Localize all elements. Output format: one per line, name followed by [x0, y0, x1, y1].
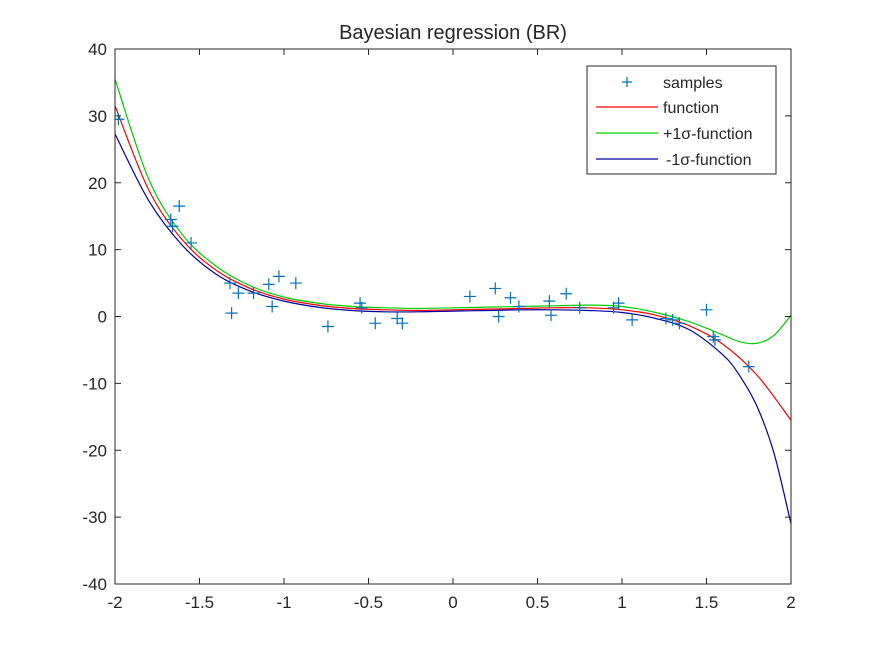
sample-point	[463, 290, 476, 303]
legend-label-minus-sigma: -1σ-function	[666, 152, 751, 169]
x-tick-label: -1	[276, 593, 291, 612]
sample-point	[396, 317, 409, 330]
y-tick-label: 20	[88, 174, 107, 193]
x-tick-label: 2	[786, 593, 795, 612]
sample-point	[166, 220, 179, 233]
sample-point	[489, 282, 502, 295]
sample-point	[573, 301, 586, 314]
sample-point	[321, 320, 334, 333]
sample-point	[115, 113, 125, 126]
sample-point	[164, 213, 177, 226]
y-tick-label: 0	[98, 308, 107, 327]
sample-point	[607, 301, 620, 314]
sample-point	[492, 310, 505, 323]
sample-point	[185, 236, 198, 249]
sample-point	[369, 317, 382, 330]
y-tick-label: -10	[82, 374, 107, 393]
sample-point	[545, 309, 558, 322]
x-axis: -2 -1.5 -1 -0.5 0 0.5 1 1.5 2	[107, 49, 796, 612]
x-tick-label: 1.5	[695, 593, 719, 612]
sample-point	[354, 297, 367, 310]
y-tick-label: 40	[88, 40, 107, 59]
sample-point	[391, 312, 404, 325]
sample-point	[232, 287, 245, 300]
sample-point	[512, 300, 525, 313]
legend-label-samples: samples	[663, 75, 723, 92]
sample-point	[355, 301, 368, 314]
sample-point	[612, 297, 625, 310]
sample-point	[266, 300, 279, 313]
x-tick-label: -0.5	[354, 593, 383, 612]
sample-point	[272, 270, 285, 283]
legend: samples function +1σ-function -1σ-functi…	[586, 65, 777, 175]
y-tick-label: -20	[82, 441, 107, 460]
sample-point	[666, 313, 679, 326]
sample-point	[673, 317, 686, 330]
sample-point	[707, 330, 720, 343]
legend-label-function: function	[663, 100, 719, 117]
x-tick-label: 0	[448, 593, 457, 612]
series-line-function	[115, 105, 791, 421]
y-tick-label: -40	[82, 575, 107, 594]
sample-point	[504, 291, 517, 304]
y-tick-label: 30	[88, 107, 107, 126]
sample-point	[659, 312, 672, 325]
legend-item-samples: samples	[622, 75, 723, 92]
sample-point	[543, 295, 556, 308]
x-tick-label: -1.5	[185, 593, 214, 612]
sample-point	[262, 278, 275, 291]
legend-item-function: function	[596, 100, 719, 117]
series-line-1sigma-function	[115, 133, 791, 524]
y-tick-label: 10	[88, 241, 107, 260]
sample-point	[225, 307, 238, 320]
sample-point	[700, 303, 713, 316]
sample-point	[708, 333, 721, 346]
sample-point	[247, 287, 260, 300]
series-line-plus-1sigma-function	[115, 78, 791, 345]
x-tick-label: 1	[617, 593, 626, 612]
x-tick-label: 0.5	[526, 593, 550, 612]
legend-item-minus-sigma: -1σ-function	[596, 152, 751, 169]
y-axis: -40 -30 -20 -10 0 10 20 30 40	[82, 40, 791, 594]
sample-point	[742, 360, 755, 373]
chart-title: Bayesian regression (BR)	[339, 22, 567, 44]
series-layer	[115, 78, 791, 524]
legend-samples-marker	[622, 77, 632, 87]
y-tick-label: -30	[82, 508, 107, 527]
sample-point	[289, 277, 302, 290]
x-tick-label: -2	[107, 593, 122, 612]
sample-point	[560, 287, 573, 300]
series-samples	[115, 113, 755, 373]
legend-item-plus-sigma: +1σ-function	[596, 126, 752, 143]
legend-box	[586, 65, 777, 175]
sample-point	[173, 200, 186, 213]
sample-point	[626, 313, 639, 326]
sample-point	[223, 277, 236, 290]
legend-label-plus-sigma: +1σ-function	[663, 126, 752, 143]
